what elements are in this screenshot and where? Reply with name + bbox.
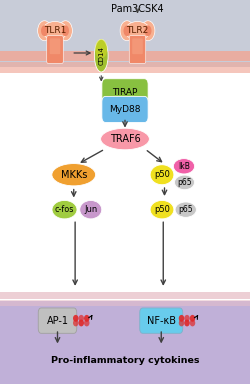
Ellipse shape	[73, 319, 78, 326]
Ellipse shape	[175, 202, 197, 217]
Bar	[0, 62, 250, 73]
Text: p65: p65	[178, 205, 193, 214]
Ellipse shape	[100, 128, 150, 150]
Bar	[0, 292, 250, 299]
Bar	[0, 51, 250, 61]
Ellipse shape	[184, 315, 190, 322]
Ellipse shape	[150, 165, 174, 185]
Bar	[0, 0, 250, 67]
Text: CD14: CD14	[98, 46, 104, 65]
Ellipse shape	[78, 315, 84, 322]
Text: p50: p50	[154, 170, 170, 179]
Text: TLR2: TLR2	[126, 26, 148, 35]
FancyBboxPatch shape	[38, 308, 77, 333]
Text: IkB: IkB	[178, 162, 190, 171]
Ellipse shape	[38, 21, 52, 41]
Ellipse shape	[62, 25, 69, 36]
Ellipse shape	[80, 200, 102, 219]
Text: p50: p50	[154, 205, 170, 214]
Ellipse shape	[190, 315, 195, 322]
Ellipse shape	[179, 315, 184, 322]
Text: Pam3CSK4: Pam3CSK4	[111, 4, 164, 14]
Bar	[0, 67, 250, 301]
Ellipse shape	[52, 200, 77, 219]
Ellipse shape	[150, 200, 174, 219]
FancyBboxPatch shape	[140, 308, 183, 333]
Bar	[0, 301, 250, 384]
Text: Jun: Jun	[84, 205, 98, 214]
Ellipse shape	[78, 319, 84, 326]
Text: TLR1: TLR1	[44, 26, 66, 35]
Ellipse shape	[125, 22, 150, 40]
FancyBboxPatch shape	[102, 79, 148, 106]
Text: MKKs: MKKs	[60, 170, 87, 180]
Text: c-fos: c-fos	[55, 205, 74, 214]
Ellipse shape	[184, 319, 190, 326]
Ellipse shape	[174, 159, 195, 174]
Ellipse shape	[144, 25, 152, 36]
Ellipse shape	[41, 25, 48, 36]
Ellipse shape	[94, 40, 108, 72]
Ellipse shape	[84, 319, 89, 326]
Ellipse shape	[73, 315, 78, 322]
FancyBboxPatch shape	[132, 38, 143, 54]
Bar	[0, 300, 250, 306]
Ellipse shape	[42, 22, 68, 40]
Ellipse shape	[190, 319, 195, 326]
Text: MyD88: MyD88	[109, 105, 141, 114]
FancyBboxPatch shape	[102, 96, 148, 122]
Ellipse shape	[141, 21, 155, 41]
Ellipse shape	[179, 319, 184, 326]
Ellipse shape	[84, 315, 89, 322]
Ellipse shape	[95, 39, 107, 58]
FancyBboxPatch shape	[129, 36, 146, 63]
Ellipse shape	[174, 175, 195, 190]
Text: TRAF6: TRAF6	[110, 134, 140, 144]
Ellipse shape	[52, 164, 96, 186]
Ellipse shape	[58, 21, 72, 41]
FancyBboxPatch shape	[47, 36, 63, 63]
Ellipse shape	[124, 25, 130, 36]
Text: AP-1: AP-1	[46, 316, 68, 326]
FancyBboxPatch shape	[50, 38, 60, 54]
Text: NF-κB: NF-κB	[147, 316, 176, 326]
Text: Pro-inflammatory cytokines: Pro-inflammatory cytokines	[51, 356, 199, 365]
Text: p65: p65	[177, 178, 192, 187]
Text: TIRAP: TIRAP	[112, 88, 138, 97]
Ellipse shape	[120, 21, 134, 41]
